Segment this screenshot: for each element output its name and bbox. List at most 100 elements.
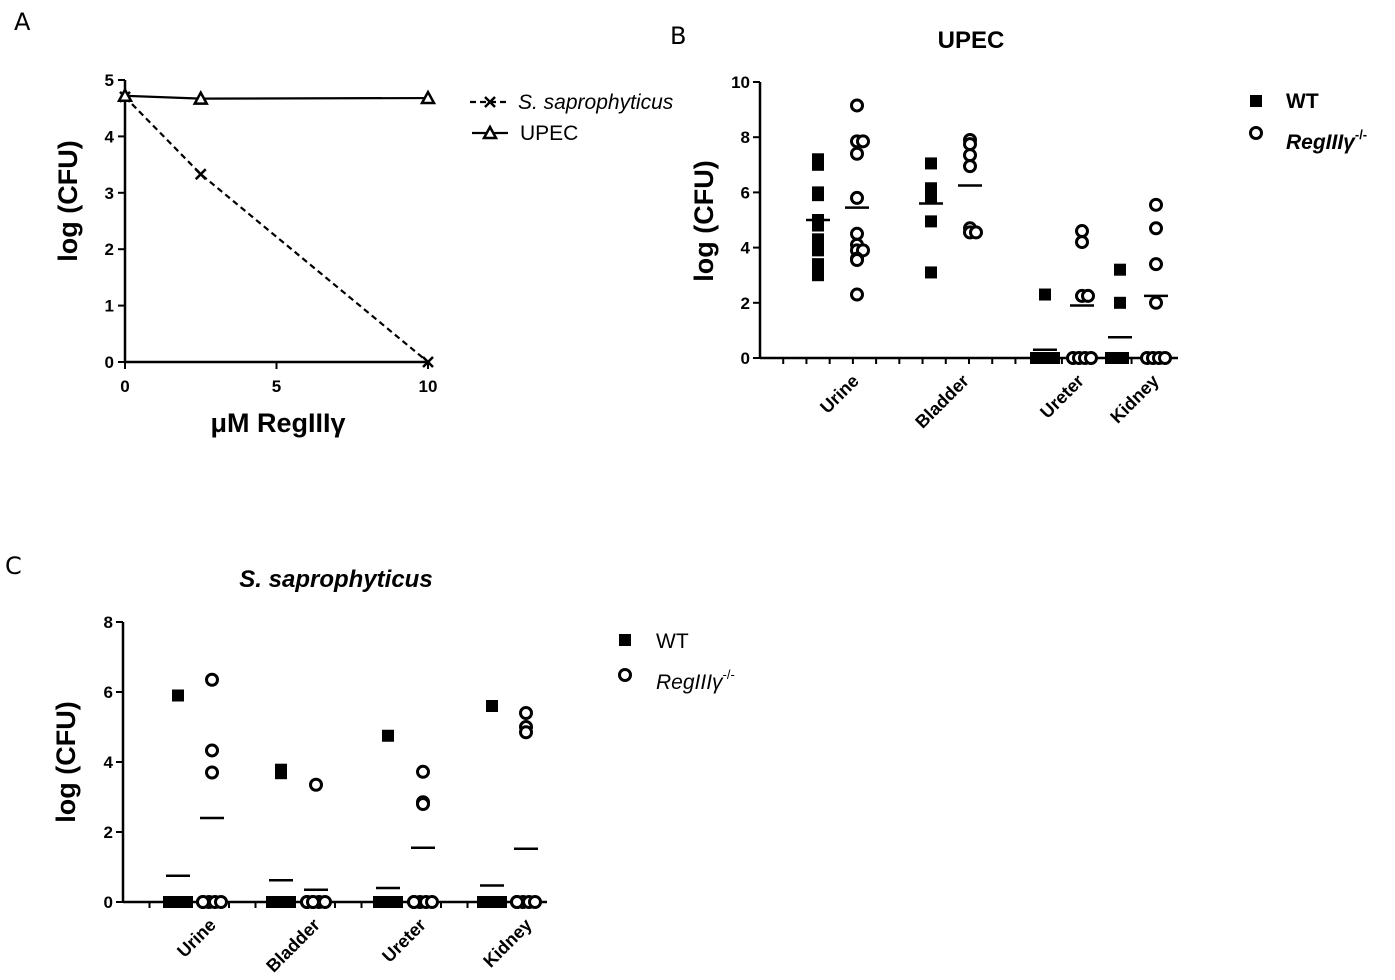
legend-label-upec: UPEC: [520, 122, 578, 145]
panel-a-ytick-label: 5: [105, 71, 114, 90]
panel-c-point: [495, 896, 507, 908]
panel-a-point: [192, 90, 209, 105]
legend-square-icon: [1250, 95, 1262, 107]
panel-b-point: [1075, 224, 1089, 239]
panel-a-ylabel: log (CFU): [53, 140, 83, 261]
panel-b-point: [850, 190, 864, 205]
panel-b-title: UPEC: [938, 27, 1005, 54]
panel-b-point: [1081, 288, 1095, 303]
panel-c-point: [391, 896, 403, 908]
legend-circle-icon: [1249, 126, 1263, 140]
panel-b-point: [969, 225, 983, 240]
panel-b-point: [925, 157, 937, 170]
legend-label-regiiigamma-sup: -/-: [1355, 127, 1367, 142]
legend-x-icon: [484, 96, 496, 108]
panel-c-category-label: Urine: [173, 915, 220, 962]
panel-c-point: [172, 689, 184, 702]
panel-c-point: [169, 896, 181, 908]
panel-c-point: [266, 896, 278, 908]
panel-c-point: [519, 706, 533, 720]
panel-b-point: [1075, 235, 1089, 250]
panel-a-ytick-label: 3: [105, 184, 114, 203]
legend-label-regiiigamma: RegIIIγ-/-: [1286, 127, 1367, 154]
panel-b-point: [812, 269, 824, 282]
legend-label-wt: WT: [1286, 90, 1319, 113]
panel-c-point: [214, 895, 228, 909]
panel-c-point: [519, 725, 533, 740]
legend-label-regiiigamma-sup: -/-: [723, 667, 735, 682]
panel-c-point: [528, 895, 542, 909]
panel-b-point: [1158, 351, 1172, 365]
panel-c-point: [318, 895, 332, 909]
panel-c-point: [510, 895, 524, 909]
panel-c-ytick-label: 0: [104, 893, 113, 912]
panel-c-point: [205, 743, 219, 758]
panel-letter-c: C: [5, 552, 22, 580]
panel-c-point: [416, 797, 430, 811]
panel-c-point: [306, 895, 320, 909]
panel-c-point: [416, 764, 430, 779]
panel-a-point: [422, 356, 434, 368]
panel-b-point: [1084, 351, 1098, 365]
legend-label-s-saprophyticus: S. saprophyticus: [518, 91, 674, 114]
panel-c-point: [196, 895, 210, 909]
panel-c-point: [382, 729, 394, 742]
panel-a-series-line: [124, 96, 429, 363]
panel-a-xtick-label: 5: [272, 377, 281, 396]
panel-b-point: [925, 215, 937, 228]
panel-b-point: [1039, 288, 1051, 301]
panel-a-xtick-label: 0: [120, 377, 129, 396]
panel-c-ytick-label: 6: [104, 683, 113, 702]
panel-b-ytick-label: 8: [741, 128, 750, 147]
panel-a-xtick-label: 10: [419, 377, 438, 396]
panel-b-point: [850, 98, 864, 113]
panel-b-category-label: Kidney: [1106, 371, 1163, 428]
panel-b-point: [850, 226, 864, 241]
panel-c-point: [425, 895, 439, 909]
panel-c-title: S. saprophyticus: [239, 566, 432, 593]
panel-c-ytick-label: 8: [104, 613, 113, 632]
panel-c-point: [205, 672, 219, 687]
panel-c-point: [483, 896, 495, 908]
legend-label-regiiigamma-main: RegIIIγ: [656, 671, 724, 694]
panel-b-point: [812, 258, 824, 271]
panel-b-point: [856, 134, 870, 149]
panel-b-point: [963, 159, 977, 174]
panel-a-point: [116, 87, 134, 103]
legend-label-regiiigamma: RegIIIγ-/-: [656, 667, 735, 694]
panel-b-ytick-label: 6: [741, 183, 750, 202]
panel-c-point: [379, 896, 391, 908]
panel-c-ytick-label: 2: [104, 823, 113, 842]
panel-b-point: [963, 137, 977, 152]
panel-a-ytick-label: 0: [105, 353, 114, 372]
panel-b-point: [1149, 221, 1163, 236]
legend-circle-icon: [618, 668, 632, 682]
panel-b-point: [925, 182, 937, 195]
panel-b-point: [1114, 296, 1126, 309]
panel-a-xlabel: μM RegIIIγ: [210, 408, 345, 438]
panel-c-point: [407, 895, 421, 909]
panel-b-point: [812, 189, 824, 202]
legend-label-wt: WT: [656, 630, 689, 653]
panel-b-point: [925, 191, 937, 204]
panel-c-point: [486, 700, 498, 712]
panel-b-point: [963, 148, 977, 163]
panel-a-ytick-label: 4: [105, 127, 115, 146]
panel-b-legend: WT RegIIIγ-/-: [1249, 90, 1367, 154]
legend-label-regiiigamma-main: RegIIIγ: [1286, 131, 1356, 154]
legend-triangle-icon: [481, 124, 499, 140]
panel-b-point: [850, 253, 864, 268]
panel-c-legend: WT RegIIIγ-/-: [618, 630, 735, 694]
panel-c-category-label: Ureter: [378, 915, 430, 967]
panel-c-category-label: Kidney: [479, 915, 536, 972]
panel-b-point: [925, 266, 937, 279]
panel-b-point: [850, 287, 864, 302]
panel-letter-b: B: [670, 22, 686, 50]
panel-a-legend: S. saprophyticus UPEC: [470, 91, 674, 145]
panel-b-ytick-label: 10: [731, 73, 750, 92]
panel-b-category-label: Urine: [816, 371, 863, 418]
panel-b-ylabel: log (CFU): [689, 160, 719, 281]
panel-b-point: [1149, 295, 1163, 310]
panel-b-point: [812, 158, 824, 171]
